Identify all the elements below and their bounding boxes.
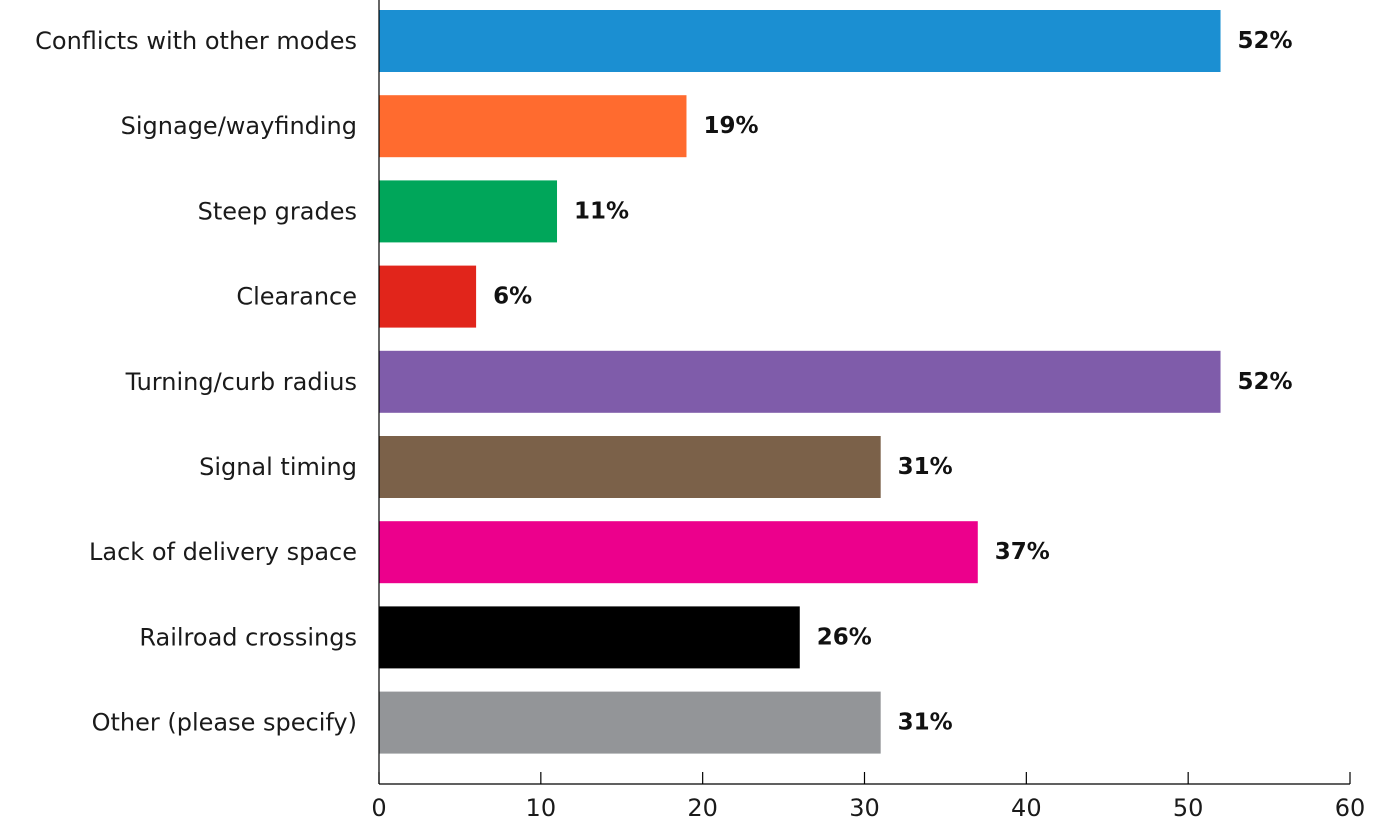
bar-5 [379,350,1221,413]
category-label: Other (please specify) [92,709,357,737]
x-tick-label: 40 [1011,794,1042,822]
x-tick-label: 50 [1173,794,1204,822]
category-label: Clearance [236,283,357,311]
labels-layer: Conflicts with other modes 52% Signage/way… [35,27,1292,737]
x-tick-label: 20 [687,794,718,822]
x-tick-label: 0 [371,794,386,822]
bar-3 [379,180,558,243]
bars-layer [379,10,1221,754]
axes-layer: 0 10 20 30 40 50 60 [371,0,1365,822]
value-label: 31% [898,454,953,480]
x-tick-label: 30 [849,794,880,822]
value-label: 31% [898,710,953,736]
bar-6 [379,436,881,498]
category-label: Lack of delivery space [89,538,357,566]
value-label: 6% [493,284,532,310]
category-label: Signage/wayfinding [121,112,357,140]
bar-9 [379,691,881,754]
value-label: 37% [995,539,1050,565]
bar-2 [379,95,687,158]
category-label: Conflicts with other modes [35,27,357,55]
x-tick-label: 60 [1335,794,1366,822]
x-tick-label: 10 [526,794,557,822]
category-label: Signal timing [199,453,357,481]
value-label: 11% [574,198,629,224]
value-label: 52% [1238,369,1293,395]
category-label: Turning/curb radius [125,368,357,396]
bar-7 [379,521,978,584]
value-label: 52% [1238,28,1293,54]
bar-1 [379,10,1221,72]
category-label: Steep grades [198,197,357,225]
value-label: 26% [817,624,872,650]
category-label: Railroad crossings [139,623,357,651]
bar-4 [379,265,477,328]
bar-8 [379,606,800,669]
value-label: 19% [703,113,758,139]
